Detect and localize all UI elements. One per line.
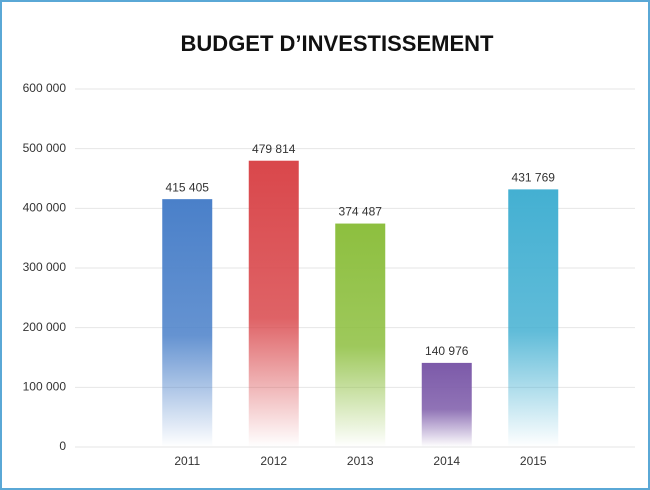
bar	[508, 189, 559, 448]
value-label: 374 487	[339, 205, 383, 219]
x-tick-label: 2011	[174, 454, 200, 468]
value-label: 431 769	[512, 171, 556, 185]
bar	[162, 199, 213, 447]
value-label: 140 976	[425, 344, 469, 358]
bar	[421, 362, 472, 447]
value-label: 479 814	[252, 142, 296, 156]
value-label: 415 405	[166, 180, 210, 194]
y-tick-label: 100 000	[23, 380, 67, 394]
x-tick-label: 2015	[520, 454, 547, 468]
y-tick-label: 400 000	[23, 201, 67, 215]
y-tick-label: 600 000	[23, 81, 67, 95]
x-tick-label: 2013	[347, 454, 374, 468]
bar	[335, 223, 386, 447]
y-tick-label: 200 000	[23, 320, 67, 334]
y-tick-label: 0	[59, 439, 66, 453]
x-tick-label: 2012	[260, 454, 287, 468]
chart-title: BUDGET D’INVESTISSEMENT	[181, 31, 494, 56]
y-tick-label: 500 000	[23, 141, 67, 155]
bar	[248, 160, 299, 447]
y-tick-label: 300 000	[23, 260, 67, 274]
x-tick-label: 2014	[433, 454, 460, 468]
